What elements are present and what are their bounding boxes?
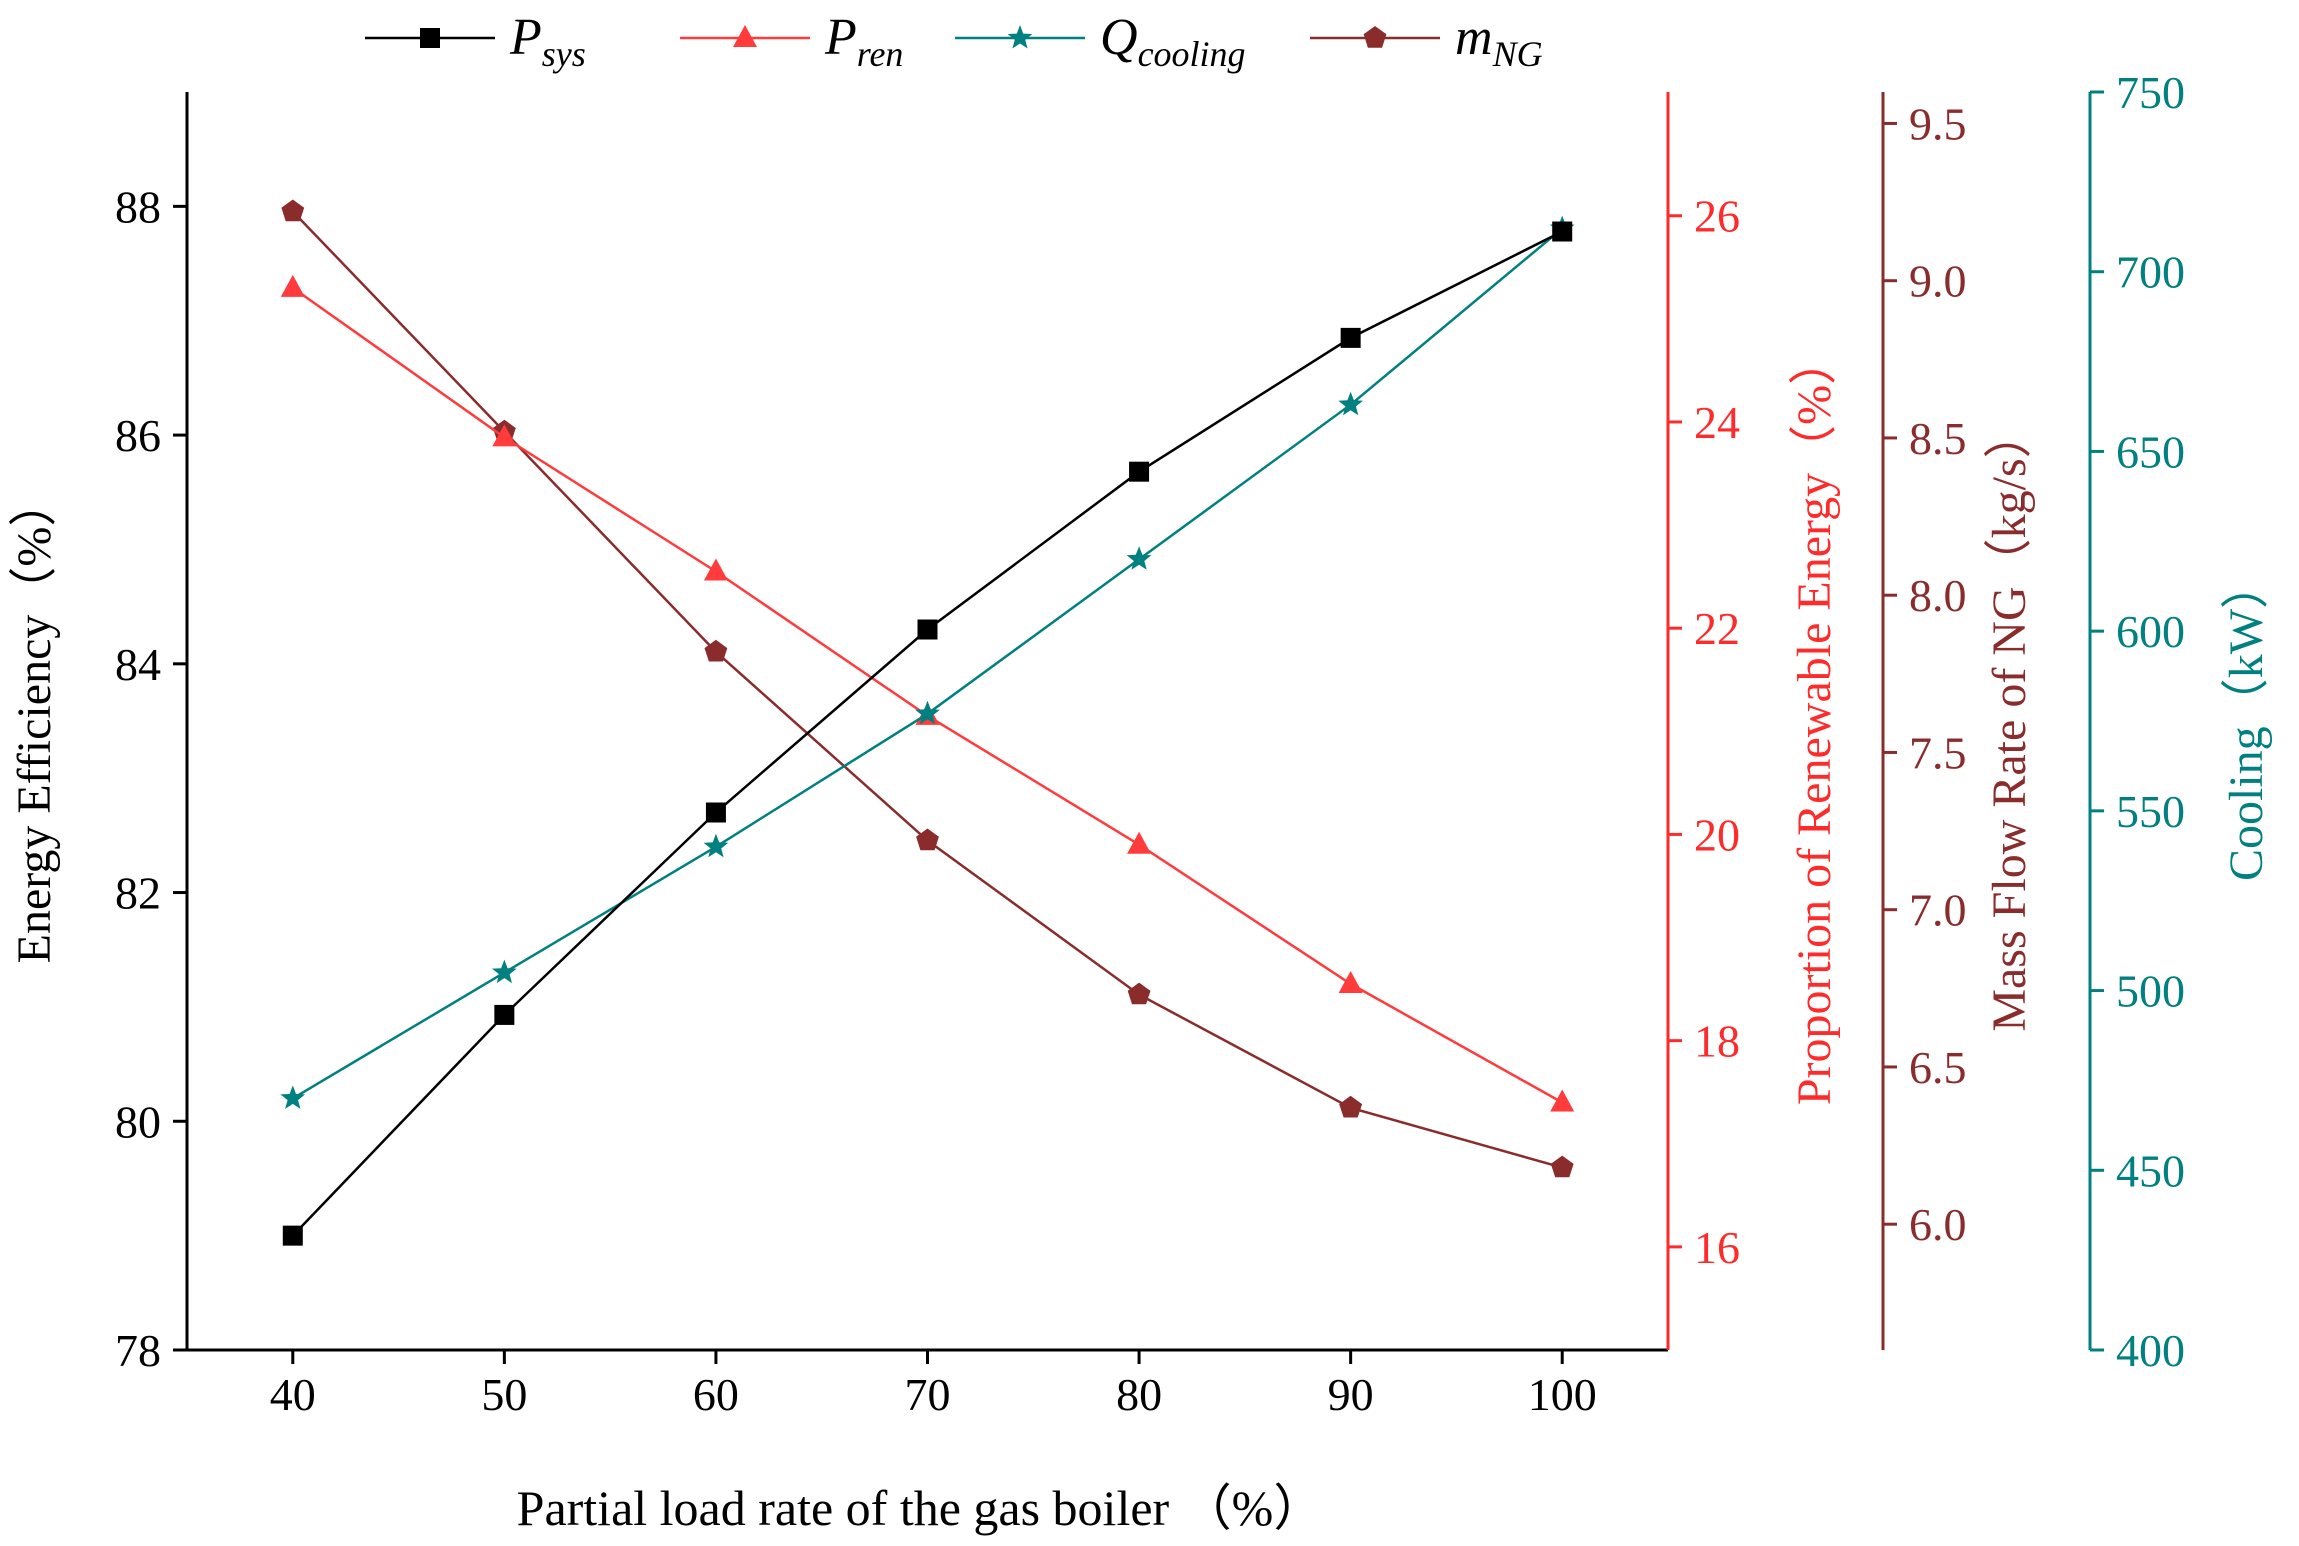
legend-marker-P_sys xyxy=(420,28,440,48)
axes-layer: 40 50 60 70 80 90 100 Partial load rate of the … xyxy=(8,67,2273,1536)
y-tick-label-renewable: 16 xyxy=(1694,1222,1740,1273)
data-point-Q_cooling xyxy=(492,959,517,984)
legend-item-P_ren: Pren xyxy=(680,9,903,74)
y-tick-label-cooling: 700 xyxy=(2116,247,2185,298)
x-tick-label: 50 xyxy=(481,1369,527,1420)
y-tick-label-cooling: 550 xyxy=(2116,786,2185,837)
legend-marker-Q_cooling xyxy=(1007,25,1033,49)
legend-label-P_ren: Pren xyxy=(824,9,903,74)
data-point-m_NG xyxy=(916,828,939,851)
legend-item-P_sys: Psys xyxy=(365,9,586,74)
legend-item-Q_cooling: Qcooling xyxy=(955,9,1246,74)
data-point-P_sys xyxy=(282,1225,303,1246)
data-point-P_ren xyxy=(492,424,517,447)
series-line-P_sys xyxy=(291,230,1563,1237)
y-tick-label-renewable: 20 xyxy=(1694,809,1740,860)
y-tick-label-cooling: 750 xyxy=(2116,67,2185,118)
legend-item-m_NG: mNG xyxy=(1310,9,1543,74)
y-tick-label-cooling: 400 xyxy=(2116,1325,2185,1376)
series-m_NG xyxy=(281,199,1574,1178)
y-tick-label-massflow: 9.5 xyxy=(1909,98,1967,149)
legend-label-P_sys: Psys xyxy=(509,9,586,74)
y-axis-label-energy: Energy Efficiency（%） xyxy=(8,479,61,964)
y-tick-label-massflow: 7.5 xyxy=(1909,727,1967,778)
y-tick-label-energy: 84 xyxy=(115,639,161,690)
series-line-m_NG xyxy=(291,210,1563,1169)
data-point-m_NG xyxy=(1127,982,1151,1005)
data-point-P_sys xyxy=(705,802,726,823)
y-tick-label-cooling: 600 xyxy=(2116,606,2185,657)
y-axis-label-massflow: Mass Flow Rate of NG（kg/s） xyxy=(1983,410,2036,1031)
x-tick-label: 80 xyxy=(1116,1369,1162,1420)
series-P_sys xyxy=(282,221,1573,1246)
data-point-P_sys xyxy=(1340,327,1361,348)
x-tick-label: 90 xyxy=(1328,1369,1374,1420)
legend-marker-m_NG xyxy=(1363,26,1387,48)
y-tick-label-renewable: 18 xyxy=(1694,1016,1740,1067)
y-tick-label-massflow: 9.0 xyxy=(1909,256,1967,307)
legend-label-Q_cooling: Qcooling xyxy=(1100,9,1246,74)
data-point-P_ren xyxy=(1127,831,1152,854)
y-tick-label-energy: 80 xyxy=(115,1096,161,1147)
legend-marker-P_ren xyxy=(733,25,757,47)
data-point-m_NG xyxy=(1339,1095,1363,1118)
y-tick-label-massflow: 6.5 xyxy=(1909,1042,1967,1093)
data-point-Q_cooling xyxy=(703,833,729,858)
x-tick-label: 40 xyxy=(270,1369,316,1420)
data-point-P_ren xyxy=(1550,1089,1575,1112)
y-tick-label-massflow: 6.0 xyxy=(1909,1199,1967,1250)
y-tick-label-cooling: 500 xyxy=(2116,966,2185,1017)
x-tick-label: 70 xyxy=(905,1369,951,1420)
y-tick-label-energy: 86 xyxy=(115,410,161,461)
x-axis-label: Partial load rate of the gas boiler （%） xyxy=(517,1480,1324,1536)
y-tick-label-massflow: 7.0 xyxy=(1909,885,1967,936)
y-tick-label-renewable: 24 xyxy=(1694,397,1740,448)
data-point-m_NG xyxy=(281,199,305,222)
data-point-P_sys xyxy=(917,619,938,640)
data-point-P_ren xyxy=(280,274,305,297)
y-axis-label-renewable: Proportion of Renewable Energy（%） xyxy=(1788,337,1841,1105)
y-tick-label-massflow: 8.0 xyxy=(1909,570,1967,621)
data-point-Q_cooling xyxy=(915,700,940,725)
data-point-m_NG xyxy=(704,639,728,662)
y-tick-label-energy: 88 xyxy=(115,181,161,232)
x-tick-label: 60 xyxy=(693,1369,739,1420)
series-layer xyxy=(280,199,1575,1246)
y-tick-label-energy: 78 xyxy=(115,1325,161,1376)
legend: Psys Pren Qcooling mNG xyxy=(365,9,1543,74)
y-tick-label-energy: 82 xyxy=(115,868,161,919)
legend-label-m_NG: mNG xyxy=(1455,9,1543,74)
data-point-P_sys xyxy=(1129,461,1150,482)
y-axis-label-cooling: Cooling（kW） xyxy=(2220,561,2273,881)
data-point-P_ren xyxy=(1338,970,1363,993)
data-point-Q_cooling xyxy=(280,1085,306,1109)
y-tick-label-cooling: 650 xyxy=(2116,426,2185,477)
data-point-m_NG xyxy=(1550,1155,1574,1178)
data-point-P_ren xyxy=(703,558,728,581)
series-line-Q_cooling xyxy=(292,227,1563,1100)
x-tick-label: 100 xyxy=(1528,1369,1597,1420)
y-tick-label-cooling: 450 xyxy=(2116,1145,2185,1196)
data-point-P_sys xyxy=(494,1004,515,1025)
y-tick-label-massflow: 8.5 xyxy=(1909,413,1967,464)
data-point-Q_cooling xyxy=(1338,391,1363,416)
data-point-P_sys xyxy=(1552,221,1573,242)
data-point-Q_cooling xyxy=(1126,546,1152,570)
y-tick-label-renewable: 22 xyxy=(1694,603,1740,654)
y-tick-label-renewable: 26 xyxy=(1694,191,1740,242)
series-Q_cooling xyxy=(280,215,1575,1109)
